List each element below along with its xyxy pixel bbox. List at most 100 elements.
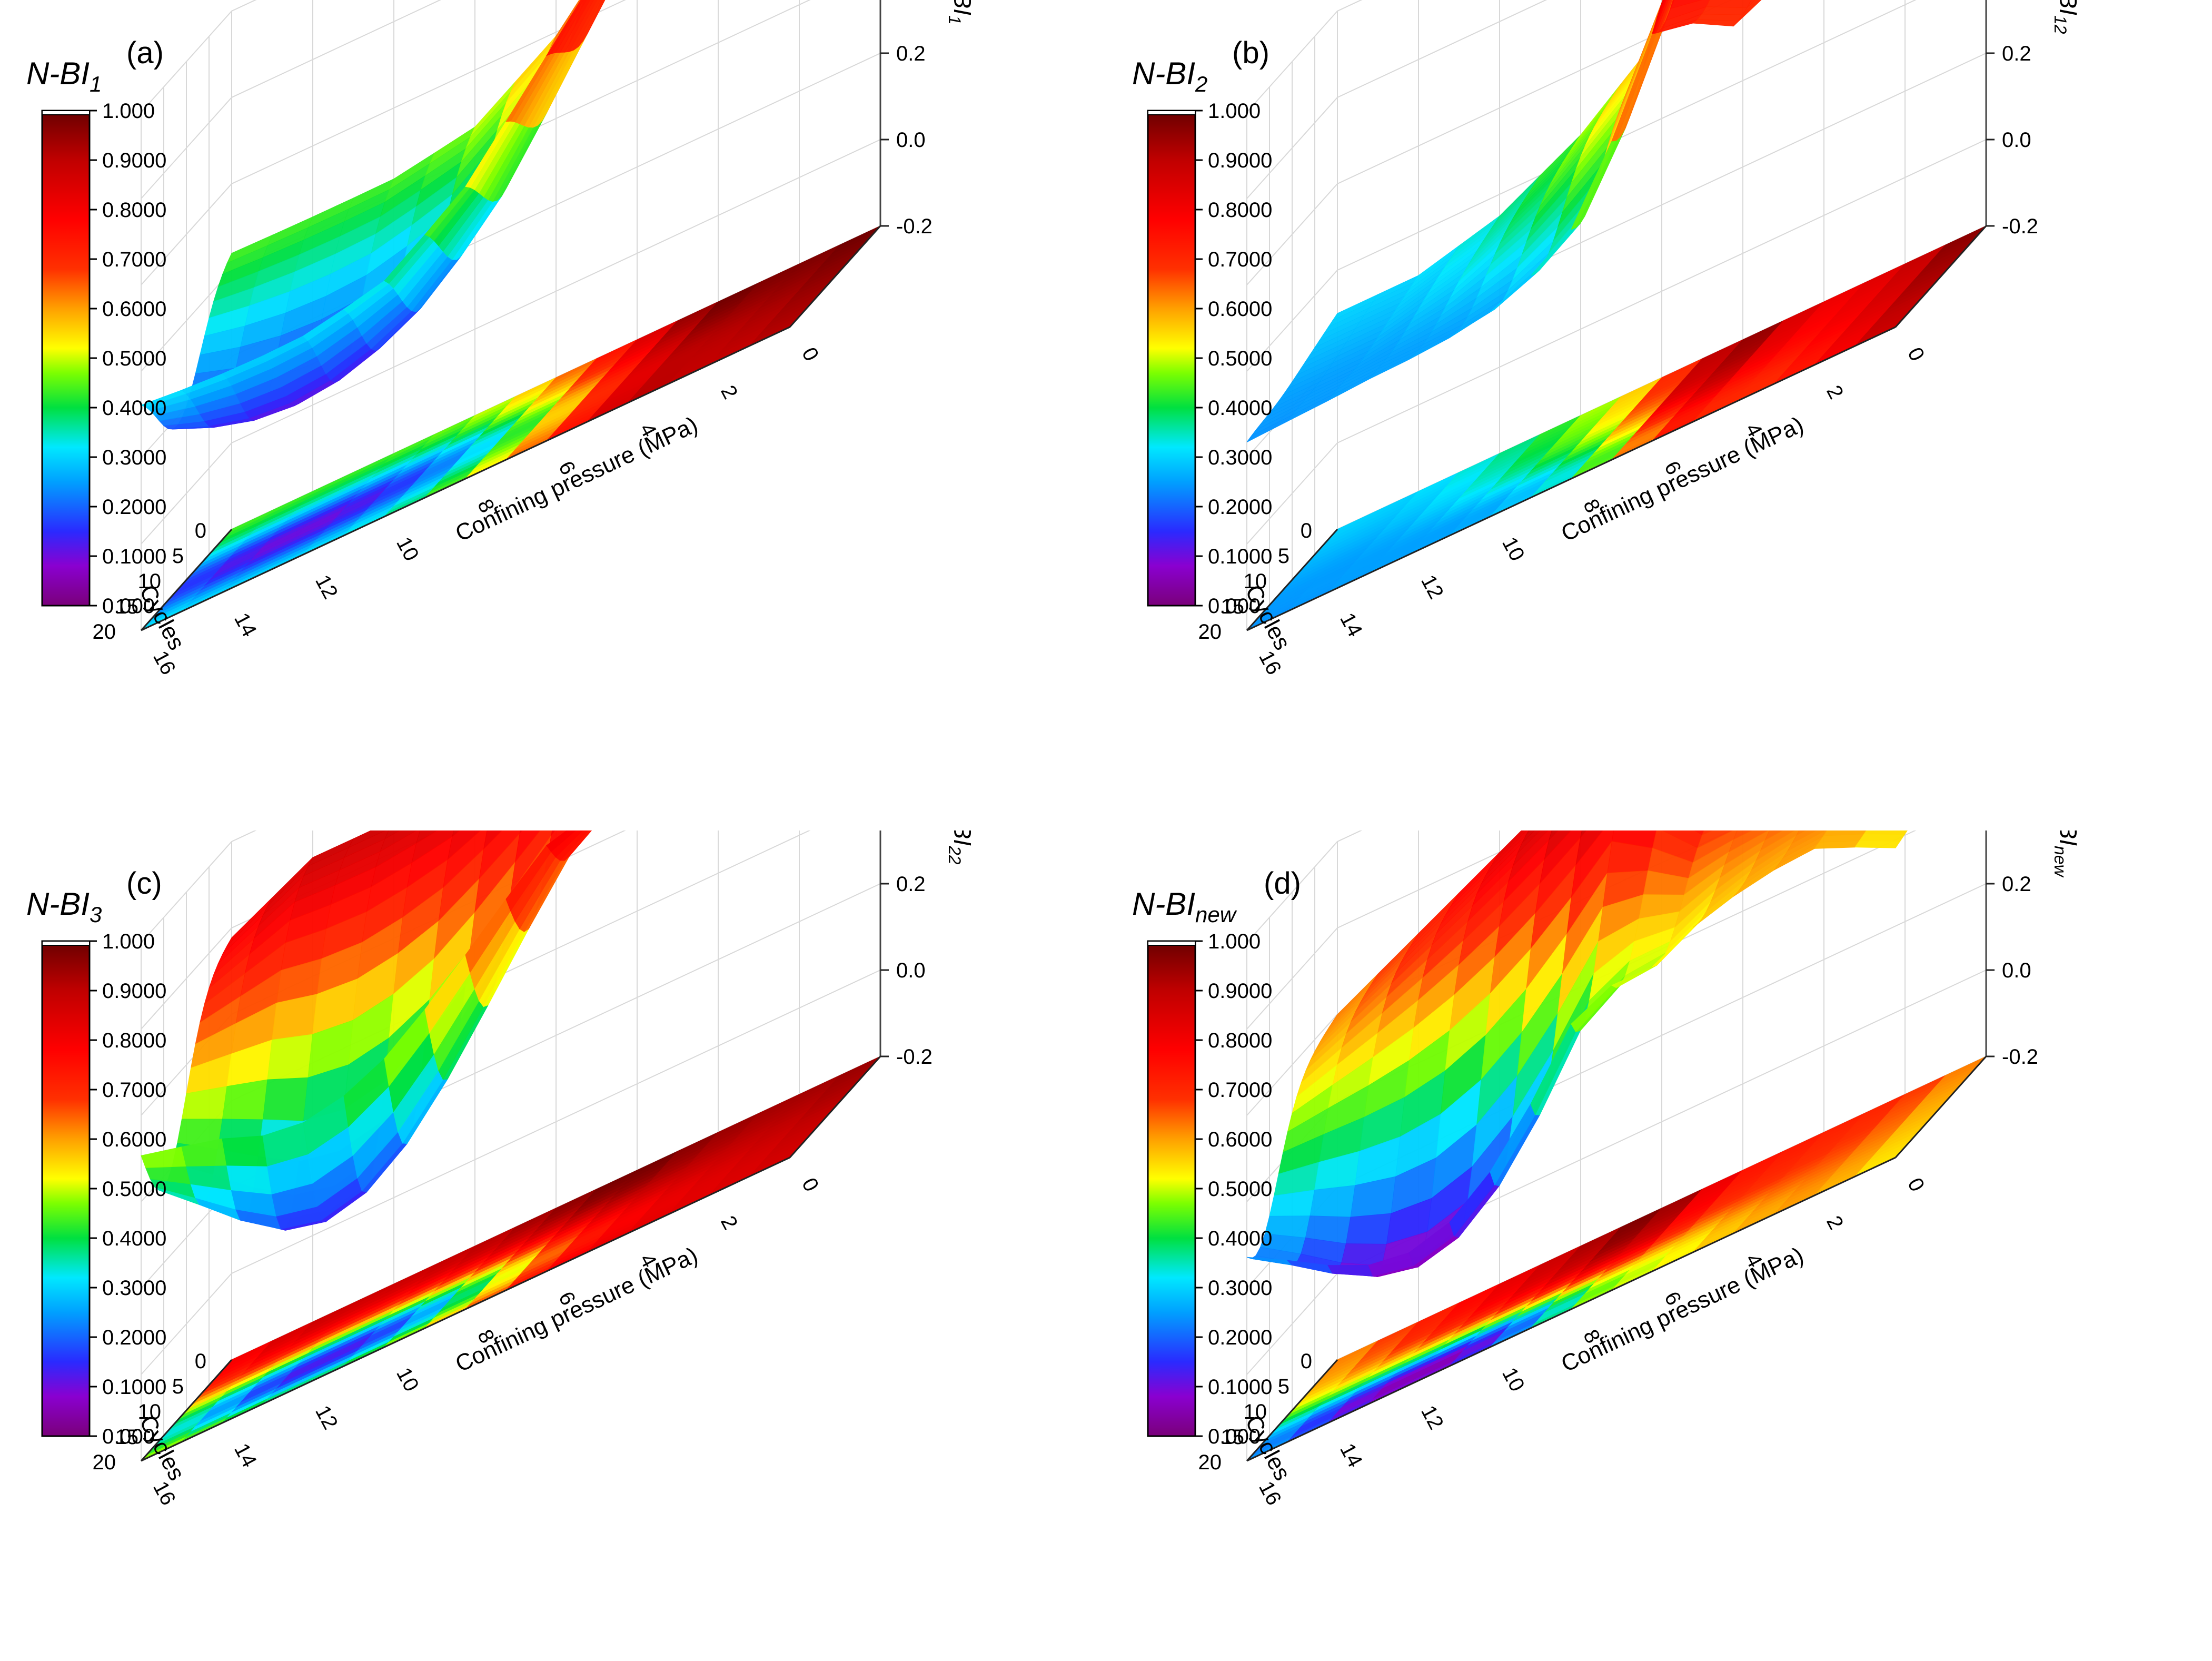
grid-line — [141, 0, 626, 285]
colorbar-tick-label: 0.2000 — [102, 1326, 166, 1349]
surface-cell — [1652, 924, 1698, 967]
colorbar-tick-label: 0.4000 — [102, 1227, 166, 1250]
colorbar: 1.000 0.9000 0.8000 0.7000 0.6000 0.5000 0.400… — [1132, 56, 1272, 618]
z-tick-label: -0.2 — [2002, 1045, 2038, 1069]
y-tick-label: 0 — [1301, 1350, 1312, 1373]
subscript: 1 — [945, 15, 964, 25]
colorbar-tick-label: 0.6000 — [1208, 298, 1272, 321]
colorbar-title: N-BInew — [1132, 886, 1237, 927]
grid-line — [141, 831, 257, 943]
colorbar-tick-label: 0.8000 — [102, 1029, 166, 1052]
surface-cell — [559, 0, 594, 53]
x-tick-label: 0 — [797, 1174, 823, 1195]
grid-line — [141, 139, 881, 545]
y-tick-label: 20 — [93, 1451, 116, 1474]
x-tick-label: 0 — [1903, 344, 1929, 365]
surface-cell — [1733, 0, 1762, 27]
subscript: 12 — [2051, 15, 2070, 34]
surface-cell — [545, 0, 584, 56]
colorbar-tick-label: 0.9000 — [102, 149, 166, 172]
x-tick-label: 16 — [148, 1478, 180, 1509]
surface-cell — [550, 0, 587, 54]
x-tick-label: 12 — [311, 1402, 342, 1433]
colorbar-tick-label: 0.9000 — [102, 980, 166, 1003]
surface-cell — [222, 1135, 268, 1166]
subscript: 3 — [90, 902, 102, 927]
surface-cell — [514, 831, 541, 863]
colorbar-tick-label: 0.2000 — [1208, 1326, 1272, 1349]
surface-cell — [555, 831, 589, 861]
chart-svg: 1614121086420051015201.00.80.60.40.20.0-… — [26, 0, 976, 679]
grid-line — [1246, 0, 1732, 285]
colorbar-tick-label: 1.000 — [102, 930, 155, 953]
colorbar-rect — [41, 110, 91, 607]
grid-line — [1246, 0, 1548, 199]
surface-cell — [1854, 840, 1901, 848]
y-tick-label: 5 — [172, 545, 184, 568]
axis-line — [141, 1156, 790, 1462]
colorbar-rect — [1147, 941, 1196, 946]
axis-line — [789, 225, 881, 328]
colorbar-rect — [41, 940, 91, 1437]
x-tick-label: 12 — [1416, 1402, 1448, 1433]
colorbar-rect — [1147, 940, 1196, 1437]
colorbar-title: N-BI1 — [26, 56, 102, 96]
x-tick-label: 12 — [311, 571, 342, 603]
surface-cell — [568, 0, 601, 52]
z-axis-title: N-BInew — [2051, 831, 2082, 878]
axis-line — [1894, 1055, 1987, 1159]
x-tick-label: 16 — [1254, 1478, 1286, 1509]
axis-line — [1246, 1359, 1338, 1462]
surface-cell — [1327, 1264, 1374, 1277]
z-axis-title: N-BI12 — [2051, 0, 2082, 34]
z-tick-label: 0.0 — [896, 959, 926, 982]
chart-svg: 1614121086420051015201.00.80.60.40.20.0-… — [1132, 831, 2082, 1509]
colorbar-tick-label: 0.3000 — [102, 1277, 166, 1300]
colorbar-tick-label: 0.9000 — [1208, 980, 1272, 1003]
chart-panel-a: 1614121086420051015201.00.80.60.40.20.0-… — [0, 0, 1106, 831]
axis-line — [140, 1359, 233, 1462]
y-tick-label: 20 — [1198, 1451, 1222, 1474]
grid-line — [141, 831, 442, 1030]
colorbar-rect — [42, 110, 90, 115]
colorbar-tick-label: 0.5000 — [1208, 347, 1272, 370]
z-tick-label: 0.2 — [2002, 42, 2031, 65]
y-tick-label: 0 — [195, 1350, 206, 1373]
surface-cell — [1701, 6, 1748, 15]
colorbar: 1.000 0.9000 0.8000 0.7000 0.6000 0.5000 0.400… — [26, 56, 166, 618]
surface-cell — [559, 831, 592, 861]
z-axis-title: N-BI22 — [945, 831, 976, 865]
colorbar-rect — [1147, 110, 1196, 607]
colorbar-tick-label: 0.5000 — [102, 1178, 166, 1201]
colorbar-tick-label: 0.7000 — [1208, 248, 1272, 271]
x-tick-label: 12 — [1416, 571, 1448, 603]
colorbar-title: N-BI3 — [26, 886, 102, 927]
z-axis-title: N-BI1 — [945, 0, 976, 25]
colorbar-tick-label: 0.4000 — [1208, 397, 1272, 420]
x-tick-label: 0 — [797, 344, 823, 365]
surface-cell — [1490, 831, 1527, 867]
colorbar-tick-label: 0.2000 — [1208, 496, 1272, 519]
z-tick-label: 0.2 — [896, 42, 926, 65]
x-tick-label: 16 — [148, 647, 180, 679]
x-tick-label: 2 — [1822, 382, 1848, 403]
surface-cell — [546, 831, 576, 852]
colorbar-tick-label: 0.3000 — [102, 446, 166, 469]
axis-line — [1246, 528, 1338, 631]
surface-cell — [1859, 834, 1906, 842]
surface — [141, 831, 881, 1461]
colorbar-rect — [1147, 110, 1196, 115]
z-tick-label: 0.0 — [2002, 959, 2031, 982]
colorbar: 1.000 0.9000 0.8000 0.7000 0.6000 0.5000 0.400… — [26, 886, 166, 1448]
grid-line — [141, 0, 442, 199]
grid-line — [1246, 831, 1363, 943]
colorbar-tick-label: 0.3000 — [1208, 446, 1272, 469]
z-tick-label: -0.2 — [2002, 215, 2038, 238]
x-tick-label: 10 — [392, 533, 423, 565]
surface-cell — [564, 0, 598, 53]
x-tick-label: 0 — [1903, 1174, 1929, 1195]
x-tick-label: 10 — [392, 1364, 423, 1396]
colorbar-title: N-BI2 — [1132, 56, 1207, 96]
colorbar-tick-label: 0.8000 — [102, 199, 166, 222]
colorbar-tick-label: 1.000 — [102, 100, 155, 123]
